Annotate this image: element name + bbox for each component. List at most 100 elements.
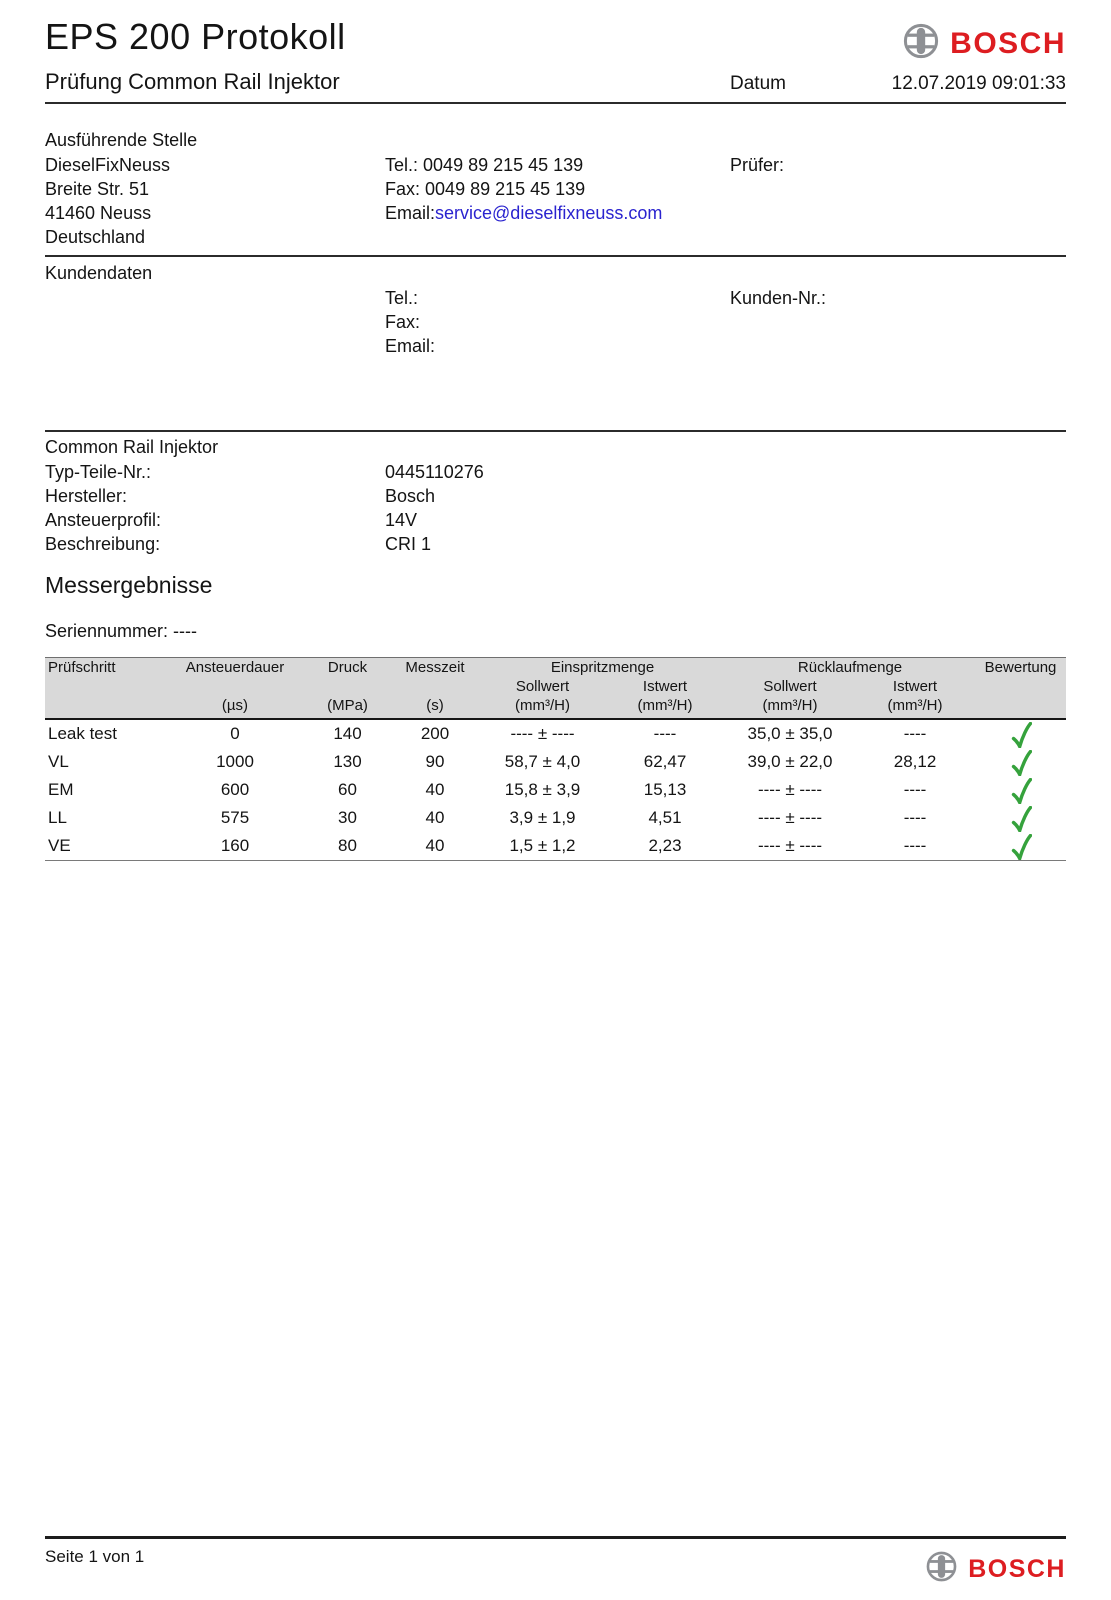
section-divider (45, 430, 1066, 432)
ansteuerprofil-value: 14V (385, 510, 418, 530)
unit-e-soll: (mm³/H) (480, 696, 605, 720)
cell-einspritz-istwert: 4,51 (648, 808, 682, 827)
cell-ruecklauf-sollwert: 39,0 ± 22,0 (747, 752, 833, 771)
unit-mpa: (MPa) (305, 696, 390, 720)
unit-r-ist: (mm³/H) (855, 696, 976, 720)
company-name: DieselFixNeuss (45, 155, 171, 175)
col-einspritzmenge: Einspritzmenge (550, 659, 655, 676)
messergebnisse-heading: Messergebnisse (45, 572, 213, 598)
fax-value: 0049 89 215 45 139 (425, 179, 586, 199)
cell-messzeit: 90 (425, 752, 445, 771)
cell-einspritz-istwert: 62,47 (643, 752, 687, 771)
cell-step: Leak test (48, 724, 117, 743)
col-e-sollwert: Sollwert (515, 678, 570, 695)
customer-tel-label: Tel.: (385, 288, 419, 308)
typ-teile-nr-label: Typ-Teile-Nr.: (45, 462, 152, 482)
col-messzeit: Messzeit (405, 659, 465, 676)
table-row: VL 1000 130 90 58,7 ± 4,0 62,47 39,0 ± 22,0 28,… (45, 748, 1066, 776)
kunden-nr-label: Kunden-Nr.: (730, 288, 827, 308)
cell-druck: 140 (333, 724, 362, 743)
cell-ansteuerdauer: 600 (220, 780, 250, 799)
cell-ruecklauf-istwert: ---- (903, 724, 927, 743)
cell-ruecklauf-sollwert: ---- ± ---- (725, 832, 856, 861)
cell-druck: 80 (305, 832, 390, 861)
email-link[interactable]: service@dieselfixneuss.com (435, 203, 663, 223)
cell-ruecklauf-istwert: ---- (903, 808, 927, 827)
table-row: VE 160 80 40 1,5 ± 1,2 2,23 ---- ± ---- ---- (45, 832, 1067, 861)
cell-step: VL (48, 752, 69, 771)
cell-ruecklauf-sollwert: 35,0 ± 35,0 (747, 724, 833, 743)
col-druck: Druck (327, 659, 368, 676)
email-label: Email: (385, 203, 436, 223)
cell-messzeit: 40 (425, 808, 445, 827)
table-row: EM 600 60 40 15,8 ± 3,9 15,13 ---- ± ---- ---- (45, 776, 1066, 804)
results-table-header: Prüfschritt Ansteuerdauer Druck Messzeit… (45, 657, 1067, 720)
cell-einspritz-sollwert: 15,8 ± 3,9 (504, 780, 581, 799)
date-label: Datum (730, 73, 786, 94)
col-e-istwert: Istwert (642, 678, 688, 695)
cell-ruecklauf-sollwert: ---- ± ---- (757, 808, 823, 827)
cell-einspritz-sollwert: ---- ± ---- (510, 724, 575, 743)
cell-step: LL (48, 808, 67, 827)
bosch-wordmark: BOSCH (968, 1554, 1066, 1583)
col-r-istwert: Istwert (892, 678, 938, 695)
cell-ansteuerdauer: 160 (165, 832, 305, 861)
country: Deutschland (45, 227, 146, 247)
email-row: Email:service@dieselfixneuss.com (385, 201, 730, 225)
cell-ruecklauf-sollwert: ---- ± ---- (757, 780, 823, 799)
page-number: Seite 1 von 1 (45, 1547, 145, 1566)
cell-messzeit: 200 (420, 724, 450, 743)
beschreibung-label: Beschreibung: (45, 534, 161, 554)
check-icon (975, 832, 1067, 861)
check-icon (975, 719, 1066, 748)
cell-ruecklauf-istwert: ---- (855, 832, 976, 861)
cell-ansteuerdauer: 575 (220, 808, 250, 827)
bosch-wordmark: BOSCH (950, 26, 1066, 60)
col-bewertung: Bewertung (984, 659, 1057, 676)
results-table-body: Leak test 0 140 200 ---- ± ---- ---- 35,0 ± 35… (45, 719, 1067, 861)
col-rucklaufmenge: Rücklaufmenge (797, 659, 903, 676)
section-heading: Kundendaten (45, 263, 153, 283)
check-icon (975, 804, 1066, 832)
cell-ruecklauf-istwert: ---- (903, 780, 927, 799)
check-icon (975, 748, 1066, 776)
hersteller-label: Hersteller: (45, 486, 128, 506)
cell-step: VE (45, 832, 165, 861)
customer-fax-label: Fax: (385, 312, 421, 332)
bosch-armature-icon (902, 22, 940, 65)
cell-druck: 130 (333, 752, 362, 771)
table-row: Leak test 0 140 200 ---- ± ---- ---- 35,0 ± 35… (45, 719, 1066, 748)
header-divider (45, 102, 1066, 104)
results-table: Prüfschritt Ansteuerdauer Druck Messzeit… (45, 657, 1067, 861)
cell-druck: 60 (338, 780, 357, 799)
col-ansteuerdauer: Ansteuerdauer (185, 659, 285, 676)
document-header: EPS 200 Protokoll BOSCH (45, 16, 1066, 65)
cell-einspritz-sollwert: 3,9 ± 1,9 (509, 808, 576, 827)
table-row: LL 575 30 40 3,9 ± 1,9 4,51 ---- ± ---- ---- (45, 804, 1066, 832)
tel-value: 0049 89 215 45 139 (423, 155, 584, 175)
cell-ansteuerdauer: 0 (230, 724, 240, 743)
cell-druck: 30 (338, 808, 357, 827)
col-r-sollwert: Sollwert (763, 678, 817, 695)
cell-einspritz-istwert: 15,13 (643, 780, 687, 799)
subtitle-row: Prüfung Common Rail Injektor Datum 12.07… (45, 69, 1066, 95)
cell-einspritz-istwert: ---- (653, 724, 677, 743)
check-icon (975, 776, 1066, 804)
tel-label: Tel.: (385, 155, 419, 175)
pruefer-label: Prüfer: (730, 155, 785, 175)
fax-label: Fax: (385, 179, 421, 199)
cell-einspritz-sollwert: 1,5 ± 1,2 (480, 832, 605, 861)
street: Breite Str. 51 (45, 179, 150, 199)
footer-divider (45, 1536, 1066, 1539)
cell-messzeit: 40 (425, 780, 445, 799)
beschreibung-value: CRI 1 (385, 534, 432, 554)
seriennummer-line: Seriennummer: ---- (45, 621, 198, 641)
bosch-armature-icon (925, 1550, 958, 1588)
unit-s: (s) (390, 696, 480, 720)
hersteller-value: Bosch (385, 486, 436, 506)
bosch-logo-footer: BOSCH (925, 1550, 1066, 1588)
document-subtitle: Prüfung Common Rail Injektor (45, 69, 340, 94)
section-ausfuehrende-stelle: Ausführende Stelle DieselFixNeuss Breite… (45, 128, 1066, 249)
cell-einspritz-istwert: 2,23 (605, 832, 726, 861)
